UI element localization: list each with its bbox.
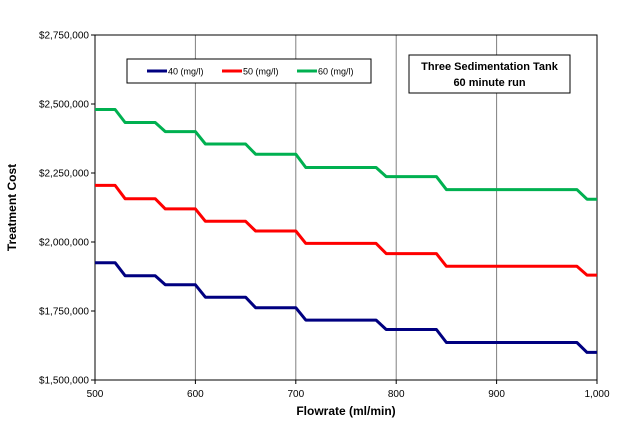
- y-tick-label: $1,500,000: [39, 376, 89, 387]
- y-axis-title: Treatment Cost: [5, 164, 19, 251]
- legend-label-3: 60 (mg/l): [318, 67, 354, 77]
- series-layer: [95, 108, 597, 354]
- x-tick-label: 600: [187, 389, 204, 400]
- y-axis-ticks: $1,500,000 $1,750,000 $2,000,000 $2,250,000…: [39, 31, 95, 387]
- y-tick-label: $2,000,000: [39, 238, 89, 249]
- series-line-2: [95, 183, 597, 277]
- y-tick-label: $1,750,000: [39, 307, 89, 318]
- series-line-3: [95, 108, 597, 201]
- legend: 40 (mg/l) 50 (mg/l) 60 (mg/l): [126, 58, 372, 84]
- annotation-line-2: 60 minute run: [453, 77, 525, 89]
- x-tick-label: 900: [488, 389, 505, 400]
- annotation-line-1: Three Sedimentation Tank: [421, 61, 559, 73]
- chart-annotation: Three Sedimentation Tank 60 minute run: [408, 54, 571, 94]
- annotation-box: [408, 54, 571, 94]
- x-axis-ticks: 500 600 700 800 900 1,000: [87, 380, 610, 400]
- x-tick-label: 500: [87, 389, 104, 400]
- y-tick-label: $2,500,000: [39, 100, 89, 111]
- series-line-1: [95, 261, 597, 354]
- plot-area-frame: [94, 34, 598, 381]
- x-axis-title: Flowrate (ml/min): [296, 404, 395, 418]
- x-tick-label: 1,000: [584, 389, 609, 400]
- y-tick-label: $2,750,000: [39, 31, 89, 42]
- legend-label-1: 40 (mg/l): [168, 67, 204, 77]
- x-tick-label: 700: [287, 389, 304, 400]
- x-tick-label: 800: [388, 389, 405, 400]
- legend-label-2: 50 (mg/l): [243, 67, 279, 77]
- y-tick-label: $2,250,000: [39, 169, 89, 180]
- legend-box: [126, 58, 372, 84]
